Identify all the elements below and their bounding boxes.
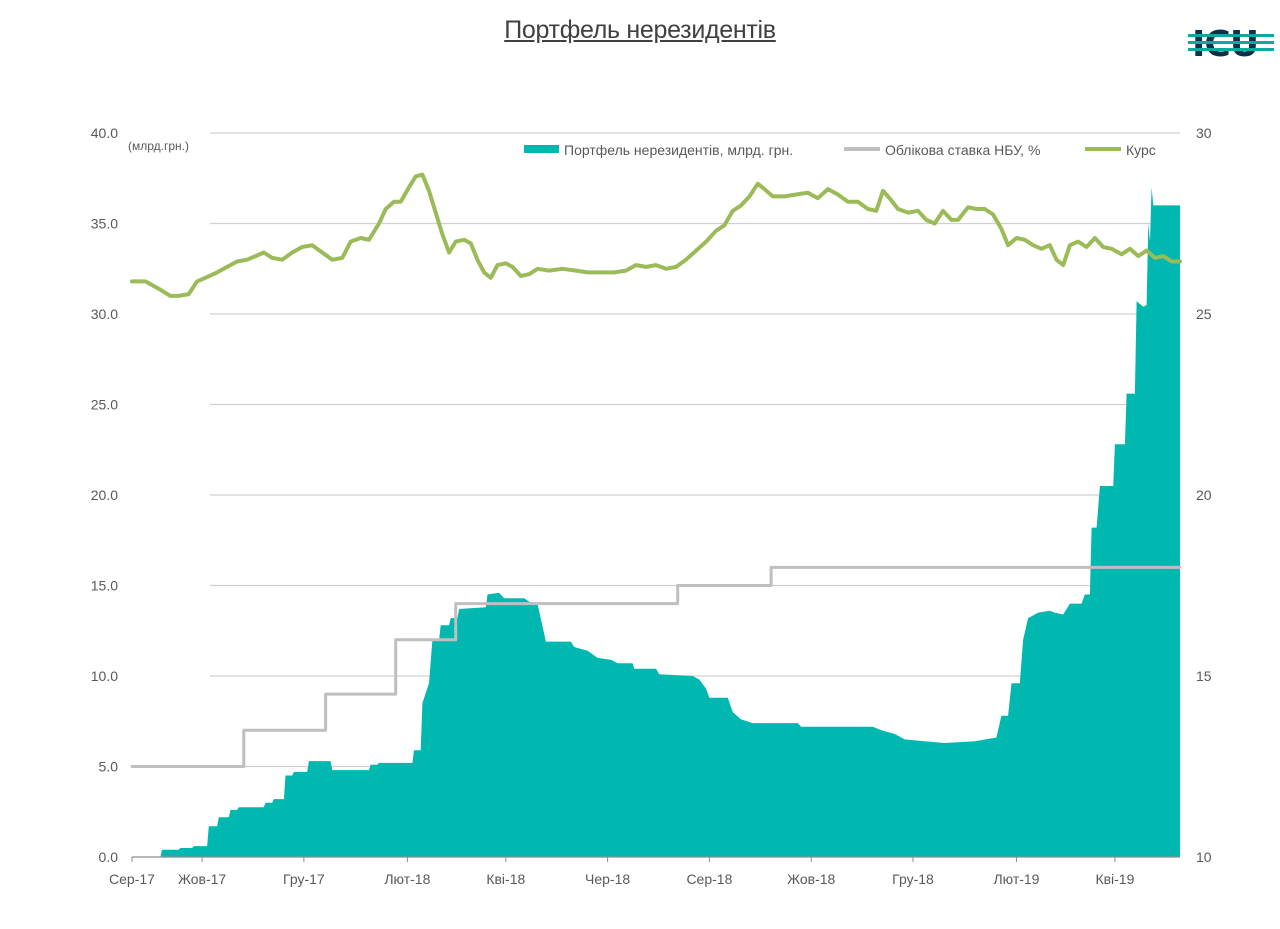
x-tick-label: Жов-17: [178, 871, 226, 887]
x-tick-label: Кві-18: [486, 871, 525, 887]
y-left-tick-label: 35.0: [91, 216, 118, 232]
axes-layer: 0.0 5.0 10.0 15.0 20.0 25.0 30.0 35.0 40.0 10 15 20…: [91, 125, 1212, 887]
y-left-tick-label: 40.0: [91, 125, 118, 141]
nbu-rate-line: [130, 565, 1182, 768]
x-tick-label: Гру-18: [892, 871, 934, 887]
x-tick-label: Сер-18: [686, 871, 732, 887]
icu-logo: ICU: [1188, 24, 1274, 64]
series-area-layer: [132, 187, 1180, 858]
grid-lines: [210, 132, 1180, 768]
y-left-tick-label: 30.0: [91, 306, 118, 322]
x-tick-label: Кві-19: [1095, 871, 1134, 887]
y-right-tick-label: 20: [1196, 487, 1212, 503]
legend-label: Портфель нерезидентів, млрд. грн.: [564, 142, 793, 158]
x-tick-label: Чер-18: [585, 871, 630, 887]
y-right-tick-label: 25: [1196, 306, 1212, 322]
x-tick-label: Сер-17: [109, 871, 155, 887]
x-tick-label: Лют-18: [384, 871, 430, 887]
legend: Портфель нерезидентів, млрд. грн. Обліков…: [524, 142, 1156, 158]
logo-stripe-2: [1188, 41, 1274, 44]
portfolio-area: [132, 187, 1180, 858]
x-tick-label: Лют-19: [993, 871, 1039, 887]
x-tick-label: Гру-17: [283, 871, 325, 887]
legend-label: Облікова ставка НБУ, %: [885, 142, 1040, 158]
y-unit-label: (млрд.грн.): [128, 139, 189, 153]
logo-stripe-1: [1188, 34, 1274, 37]
exchange-rate-line: [130, 172, 1182, 298]
logo-stripe-3: [1188, 48, 1274, 51]
legend-swatch: [524, 145, 559, 153]
y-left-tick-label: 10.0: [91, 668, 118, 684]
x-tick-label: Жов-18: [787, 871, 835, 887]
y-right-tick-label: 10: [1196, 849, 1212, 865]
y-left-tick-label: 5.0: [99, 759, 119, 775]
y-left-tick-label: 15.0: [91, 578, 118, 594]
legend-label: Курс: [1126, 142, 1156, 158]
chart-title: Портфель нерезидентів: [504, 16, 776, 44]
series-lines-layer: [130, 172, 1182, 768]
y-left-tick-label: 20.0: [91, 487, 118, 503]
y-left-tick-label: 0.0: [99, 849, 119, 865]
y-right-tick-label: 15: [1196, 668, 1212, 684]
y-left-tick-label: 25.0: [91, 397, 118, 413]
y-right-tick-label: 30: [1196, 125, 1212, 141]
